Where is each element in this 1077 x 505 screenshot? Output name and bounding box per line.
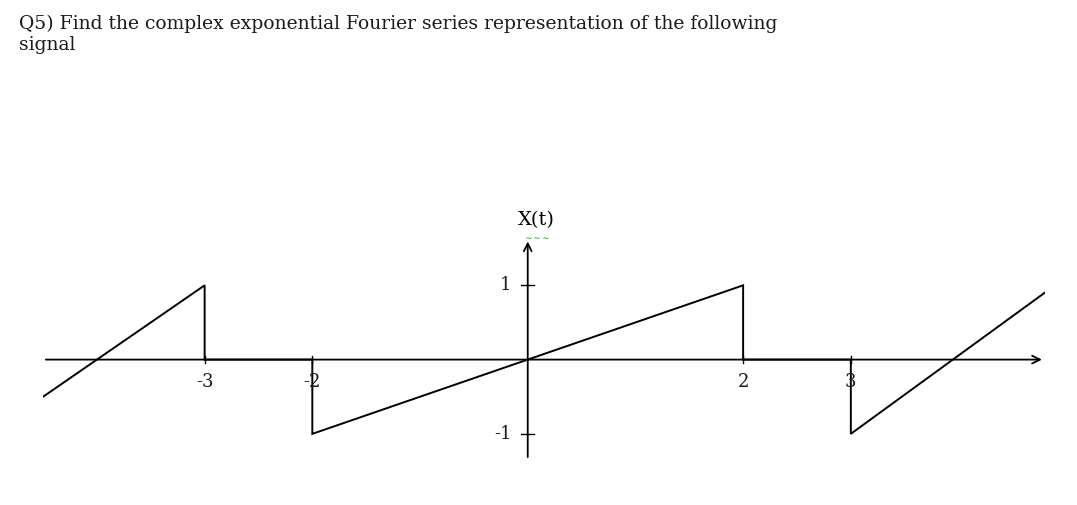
Text: 1: 1	[500, 276, 512, 294]
Text: Q5) Find the complex exponential Fourier series representation of the following
: Q5) Find the complex exponential Fourier…	[19, 15, 778, 54]
Text: -3: -3	[196, 373, 213, 391]
Text: $\mathtt{\sim\!\sim\!\sim}$: $\mathtt{\sim\!\sim\!\sim}$	[523, 231, 549, 241]
Text: -2: -2	[304, 373, 321, 391]
Text: 3: 3	[845, 373, 856, 391]
Text: 2: 2	[738, 373, 749, 391]
Text: X(t): X(t)	[518, 211, 555, 229]
Text: -1: -1	[494, 425, 512, 443]
